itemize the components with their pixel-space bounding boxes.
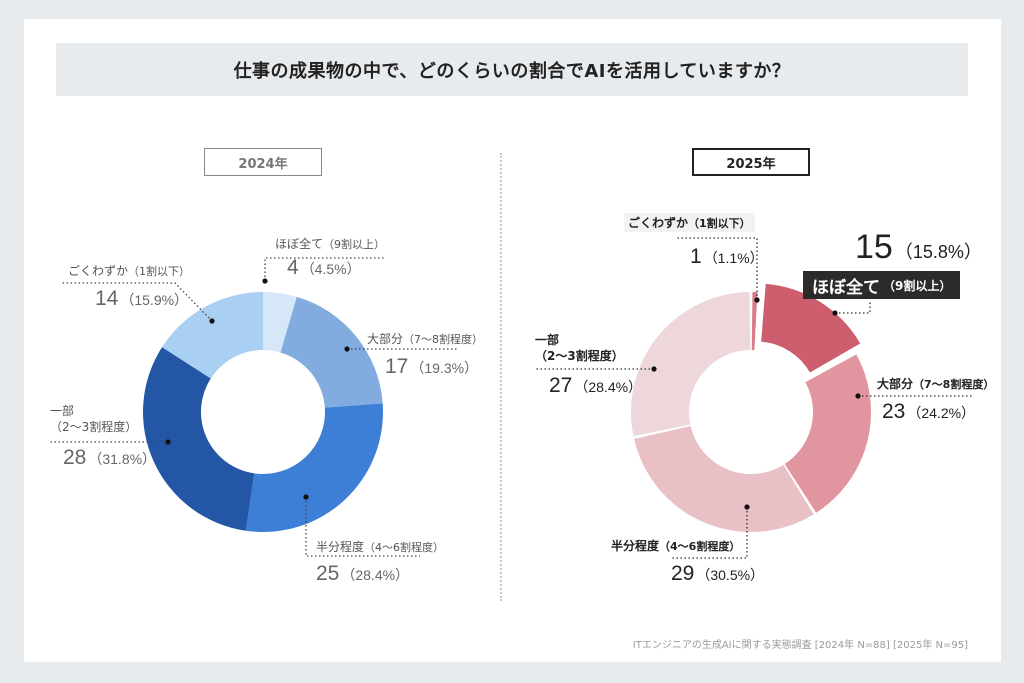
leader-dot-2024-4 bbox=[209, 318, 215, 324]
divider bbox=[500, 153, 502, 601]
value-2024-few: 14 （15.9%） bbox=[95, 287, 189, 310]
leader-dot-2025-3 bbox=[744, 504, 750, 510]
value-2025-almost-all: 15 （15.8%） bbox=[855, 228, 982, 266]
value-2024-most: 17 （19.3%） bbox=[385, 355, 479, 378]
title-bar: 仕事の成果物の中で、どのくらいの割合でAIを活用していますか？ bbox=[56, 43, 968, 96]
leader-line-2025-3 bbox=[672, 507, 748, 559]
source-note: ITエンジニアの生成AIに関する実態調査 [2024年 N=88] [2025年… bbox=[632, 640, 968, 651]
donut-slice-2024-2 bbox=[245, 403, 383, 532]
label-2025-half: 半分程度（4〜6割程度） bbox=[611, 539, 741, 553]
leader-dot-2025-2 bbox=[855, 393, 861, 399]
donut-slice-2024-4 bbox=[162, 292, 263, 379]
label-2024-half: 半分程度（4〜6割程度） bbox=[316, 540, 445, 554]
chart-title: 仕事の成果物の中で、どのくらいの割合でAIを活用していますか？ bbox=[233, 60, 791, 82]
leader-dot-2025-0 bbox=[754, 297, 760, 303]
label-2024-most: 大部分（7〜8割程度） bbox=[367, 332, 484, 346]
leader-line-2025-0 bbox=[676, 237, 758, 300]
leader-dot-2024-1 bbox=[344, 346, 350, 352]
leader-dot-2024-0 bbox=[262, 278, 268, 284]
donut-slice-2024-0 bbox=[263, 292, 297, 353]
donut-slice-2025-0 bbox=[751, 292, 758, 351]
value-2025-few: 1 （1.1%） bbox=[690, 245, 764, 268]
value-2024-almost-all: 4 （4.5%） bbox=[287, 256, 361, 279]
donut-slice-2025-3 bbox=[634, 425, 814, 532]
year-label-2024: 2024年 bbox=[204, 148, 322, 176]
donut-slice-2025-1 bbox=[761, 283, 861, 373]
donut-slice-2025-2 bbox=[784, 354, 872, 513]
label-2025-few: ごくわずか（1割以下） bbox=[624, 213, 755, 232]
label-2024-some: 一部 （2〜3割程度） bbox=[50, 404, 138, 434]
donut-slice-2024-1 bbox=[280, 296, 383, 408]
label-2024-few: ごくわずか（1割以下） bbox=[68, 264, 191, 278]
donut-slice-2024-3 bbox=[142, 347, 255, 531]
leader-line-2024-4 bbox=[62, 282, 213, 322]
value-2024-some: 28 （31.8%） bbox=[63, 446, 157, 469]
value-2025-most: 23 （24.2%） bbox=[882, 400, 976, 423]
donut-slice-2025-4 bbox=[631, 292, 751, 437]
label-2025-some: 一部 （2〜3割程度） bbox=[535, 333, 624, 363]
leader-line-2025-1 bbox=[835, 302, 871, 314]
leader-dot-2025-1 bbox=[832, 310, 838, 316]
value-2025-half: 29 （30.5%） bbox=[671, 562, 765, 585]
leader-dot-2024-3 bbox=[165, 439, 171, 445]
value-2025-some: 27 （28.4%） bbox=[549, 374, 643, 397]
value-2024-half: 25 （28.4%） bbox=[316, 562, 410, 585]
leader-dot-2025-4 bbox=[651, 366, 657, 372]
label-2025-most: 大部分（7〜8割程度） bbox=[877, 377, 995, 391]
year-label-2025: 2025年 bbox=[692, 148, 810, 176]
leader-dot-2024-2 bbox=[303, 494, 309, 500]
label-2024-almost-all: ほぼ全て（9割以上） bbox=[275, 237, 386, 251]
label-2025-almost-all: ほぼ全て （9割以上） bbox=[803, 271, 961, 299]
